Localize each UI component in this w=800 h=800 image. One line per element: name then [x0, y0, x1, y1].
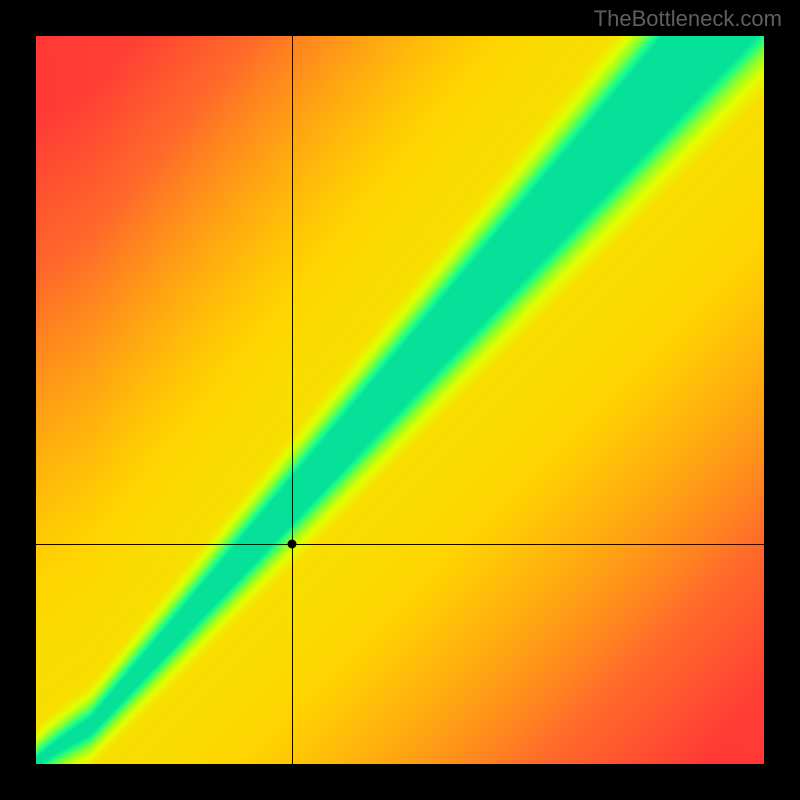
- heatmap-canvas: [36, 36, 764, 764]
- crosshair-horizontal: [36, 544, 764, 545]
- heatmap-plot: [36, 36, 764, 764]
- chart-frame: TheBottleneck.com: [0, 0, 800, 800]
- crosshair-vertical: [292, 36, 293, 764]
- crosshair-marker: [288, 540, 297, 549]
- watermark-text: TheBottleneck.com: [594, 6, 782, 32]
